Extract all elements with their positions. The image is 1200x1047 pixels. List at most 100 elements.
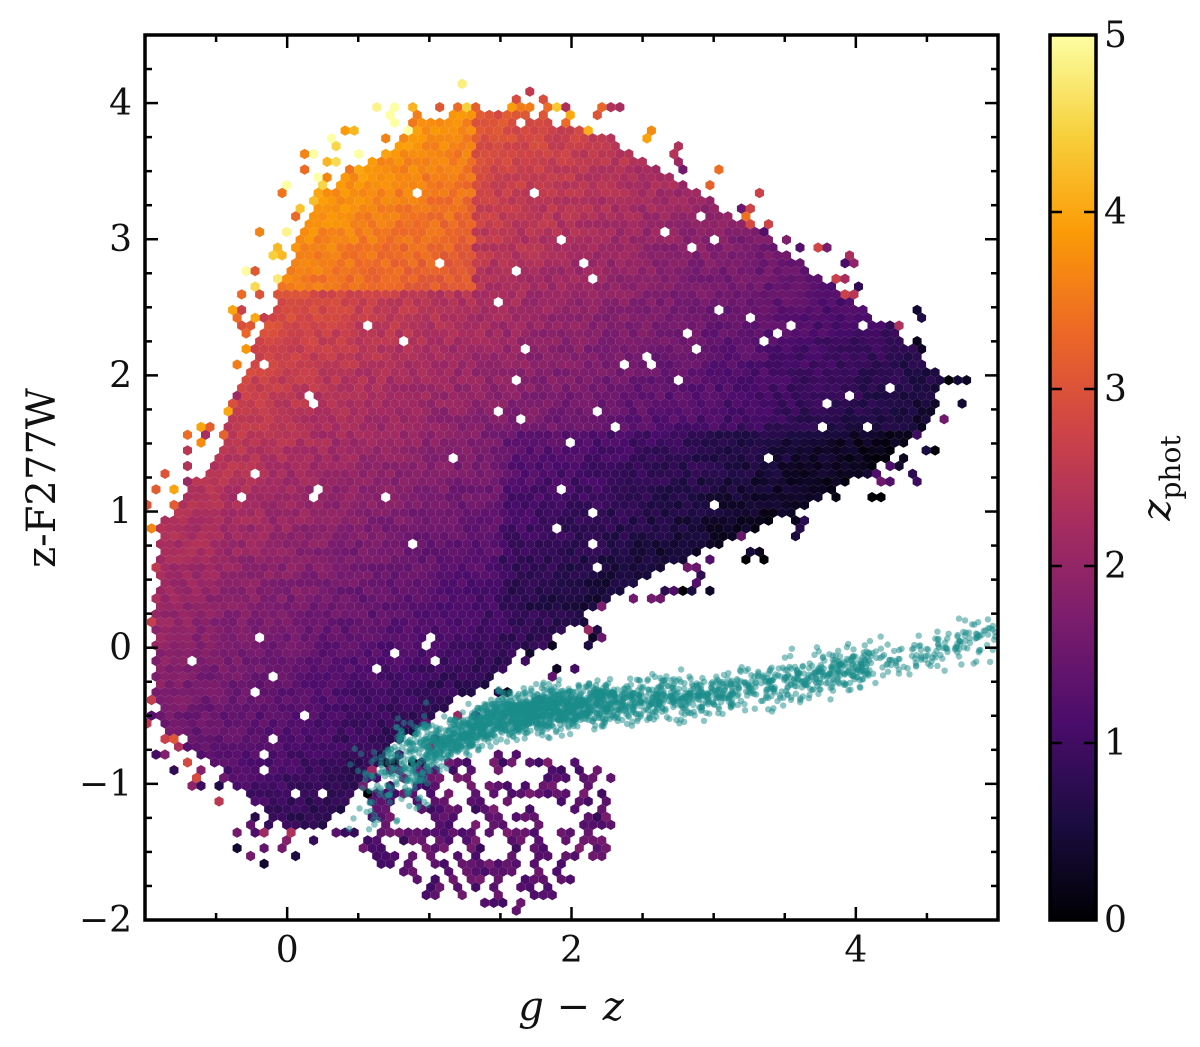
hex-bin: [637, 156, 647, 167]
hex-bin: [520, 328, 530, 339]
hex-bin: [507, 148, 517, 160]
hex-bin: [417, 242, 427, 253]
hex-bin: [831, 304, 841, 316]
hex-bin: [601, 281, 611, 292]
hex-bin: [669, 258, 679, 269]
hex-bin: [538, 187, 548, 199]
hex-bin: [849, 258, 859, 269]
hex-bin: [250, 265, 260, 277]
hex-bin: [619, 250, 629, 261]
hex-bin: [705, 226, 715, 238]
hex-bin: [606, 273, 616, 284]
hex-bin: [295, 281, 305, 292]
hex-bin: [516, 148, 526, 160]
hex-bin: [372, 226, 382, 238]
hex-bin: [448, 234, 458, 245]
hex-bin: [457, 125, 467, 136]
hex-bin: [376, 156, 386, 167]
hex-bin: [390, 289, 400, 300]
hex-bin: [282, 336, 292, 347]
hex-bin: [439, 281, 449, 292]
hex-bin: [673, 265, 683, 277]
hex-bin: [390, 320, 400, 331]
hex-bin: [466, 328, 476, 339]
hex-bin: [399, 289, 409, 300]
hex-bin: [286, 281, 296, 292]
hex-bin: [673, 297, 683, 308]
hex-bin: [592, 312, 602, 323]
hex-bin: [340, 234, 350, 245]
hex-bin: [448, 172, 458, 183]
hex-bin: [394, 265, 404, 277]
hex-bin: [412, 219, 422, 230]
hex-bin: [403, 156, 413, 167]
hex-bin: [845, 328, 854, 339]
hex-bin: [430, 265, 440, 277]
hex-bin: [358, 297, 368, 308]
hex-bin: [795, 304, 805, 316]
hex-bin: [255, 336, 265, 347]
hex-bin: [381, 242, 391, 253]
hex-bin: [660, 242, 670, 253]
hex-bin: [597, 195, 607, 206]
hex-bin: [349, 328, 359, 339]
hex-bin: [597, 242, 607, 253]
hex-bin: [547, 141, 557, 152]
hex-bin: [601, 297, 611, 308]
hex-bin: [394, 203, 404, 214]
hex-bin: [466, 203, 476, 214]
hex-bin: [471, 164, 481, 175]
hex-bin: [417, 289, 427, 300]
hex-bin: [538, 125, 548, 136]
hex-bin: [462, 195, 472, 206]
hex-bin: [894, 320, 904, 331]
hex-bin: [448, 203, 458, 214]
hex-bin: [664, 219, 674, 230]
hex-bin: [745, 203, 755, 214]
hex-bin: [421, 125, 431, 136]
hex-bin: [782, 234, 791, 245]
hex-bin: [448, 328, 458, 339]
hex-bin: [376, 297, 386, 308]
hex-bin: [583, 125, 593, 136]
hex-bin: [741, 289, 751, 300]
hex-bin: [520, 156, 530, 167]
hex-bin: [556, 328, 566, 339]
hex-bin: [745, 265, 755, 277]
hex-bin: [421, 234, 431, 245]
hex-bin: [606, 102, 616, 113]
hex-bin: [435, 133, 445, 144]
hex-bin: [840, 289, 850, 300]
hex-bin: [525, 304, 535, 316]
hex-bin: [601, 265, 611, 277]
hex-bin: [822, 304, 832, 316]
hex-bin: [660, 273, 670, 284]
hex-bin: [556, 187, 566, 199]
hex-bin: [471, 336, 481, 347]
hex-bin: [777, 304, 787, 316]
hex-bin: [552, 133, 562, 144]
hex-bin: [723, 211, 733, 222]
hex-bin: [606, 320, 616, 331]
hex-bin: [331, 203, 341, 214]
hex-bin: [538, 265, 548, 277]
hex-bin: [624, 226, 634, 238]
hex-bin: [241, 265, 251, 277]
hex-bin: [849, 320, 859, 331]
hex-bin: [804, 273, 814, 284]
hex-bin: [750, 242, 760, 253]
hex-bin: [745, 297, 755, 308]
hex-bin: [709, 203, 719, 214]
hex-bin: [327, 336, 337, 347]
hex-bin: [381, 304, 391, 316]
hex-bin: [444, 180, 454, 191]
hex-bin: [457, 172, 467, 183]
hex-bin: [390, 148, 400, 160]
hex-bin: [462, 117, 472, 128]
hex-bin: [466, 156, 476, 167]
hex-bin: [516, 289, 526, 300]
hex-bin: [511, 281, 521, 292]
hex-bin: [462, 336, 472, 347]
hex-bin: [592, 265, 602, 277]
hex-bin: [480, 320, 490, 331]
